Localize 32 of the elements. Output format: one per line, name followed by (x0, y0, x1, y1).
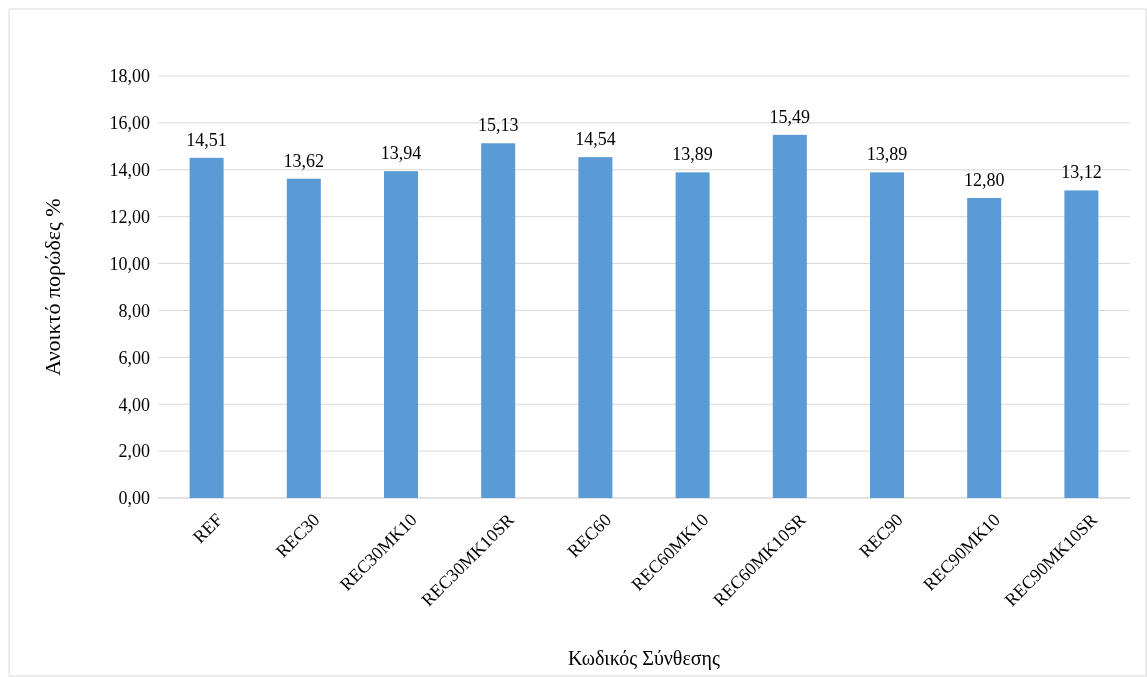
bar (869, 172, 905, 498)
data-label: 14,54 (575, 129, 616, 150)
data-label: 12,80 (963, 169, 1005, 190)
bar (675, 172, 710, 498)
x-axis-title: Κωδικός Σύνθεσης (568, 647, 721, 670)
y-tick-label: 8,00 (118, 300, 150, 321)
data-label: 15,13 (477, 115, 519, 136)
data-label: 13,12 (1061, 162, 1102, 183)
y-tick-label: 12,00 (109, 206, 150, 227)
bar (481, 143, 516, 498)
y-tick-label: 4,00 (118, 394, 150, 415)
y-tick-label: 16,00 (109, 113, 150, 134)
y-axis-title: Ανοικτό πορώδες % (40, 198, 65, 376)
y-tick-label: 10,00 (109, 253, 150, 274)
data-label: 15,49 (769, 106, 811, 127)
bar (1064, 190, 1099, 498)
bar (772, 134, 807, 498)
y-tick-label: 6,00 (118, 347, 150, 368)
bar (578, 157, 613, 498)
data-label: 14,51 (186, 129, 227, 150)
bar (286, 178, 321, 498)
y-tick-label: 14,00 (109, 160, 150, 181)
data-label: 13,89 (866, 144, 908, 165)
y-tick-label: 0,00 (118, 488, 150, 509)
data-label: 13,89 (672, 144, 713, 165)
bar (967, 197, 1002, 498)
bar (189, 157, 224, 498)
data-label: 13,62 (283, 150, 325, 171)
bar (383, 171, 419, 498)
data-label: 13,94 (380, 143, 422, 164)
y-tick-label: 18,00 (109, 66, 150, 87)
y-tick-label: 2,00 (118, 441, 150, 462)
